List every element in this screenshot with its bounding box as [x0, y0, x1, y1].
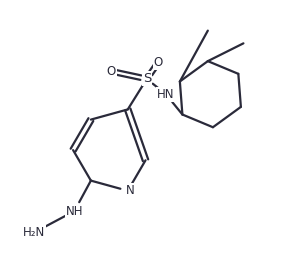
Text: NH: NH: [65, 205, 83, 218]
Text: O: O: [154, 56, 163, 69]
Text: O: O: [107, 65, 116, 78]
Text: N: N: [126, 184, 135, 197]
Text: H₂N: H₂N: [23, 226, 45, 239]
Text: HN: HN: [157, 88, 175, 101]
Text: S: S: [143, 72, 151, 85]
